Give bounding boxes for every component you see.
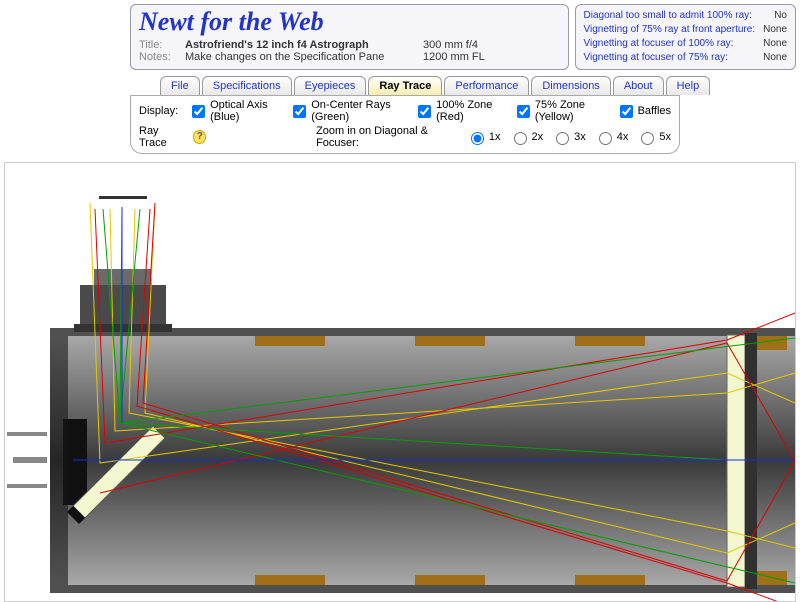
- vignette-panel: Diagonal too small to admit 100% ray:NoV…: [575, 4, 797, 70]
- check-z100[interactable]: 100% Zone (Red): [414, 99, 499, 123]
- zoom-z4[interactable]: 4x: [594, 129, 629, 145]
- radio-z4[interactable]: [599, 132, 612, 145]
- display-label: Display:: [139, 105, 178, 117]
- spec-fl: 1200 mm FL: [423, 51, 485, 63]
- vignette-row: Vignetting at focuser of 75% ray:None: [584, 51, 788, 65]
- help-icon[interactable]: ?: [193, 130, 206, 144]
- tab-bar: FileSpecificationsEyepiecesRay TracePerf…: [0, 76, 800, 95]
- raytrace-canvas: [4, 162, 796, 602]
- check-z75[interactable]: 75% Zone (Yellow): [513, 99, 602, 123]
- tab-ray[interactable]: Ray Trace: [368, 76, 442, 95]
- radio-z5[interactable]: [641, 132, 654, 145]
- tab-eyep[interactable]: Eyepieces: [294, 76, 367, 95]
- vignette-row: Vignetting of 75% ray at front aperture:…: [584, 23, 788, 37]
- raytrace-label: Ray Trace: [139, 125, 183, 149]
- tab-specs[interactable]: Specifications: [202, 76, 292, 95]
- app-title: Newt for the Web: [139, 7, 560, 37]
- zoom-z3[interactable]: 3x: [551, 129, 586, 145]
- vignette-row: Diagonal too small to admit 100% ray:No: [584, 9, 788, 23]
- tab-file[interactable]: File: [160, 76, 200, 95]
- check-oncenter[interactable]: On-Center Rays (Green): [289, 99, 400, 123]
- notes-label: Notes:: [139, 51, 177, 63]
- title-label: Title:: [139, 39, 177, 51]
- checkbox-baffles[interactable]: [620, 105, 633, 118]
- radio-z2[interactable]: [514, 132, 527, 145]
- radio-z1[interactable]: [471, 132, 484, 145]
- checkbox-oncenter[interactable]: [293, 105, 306, 118]
- zoom-z2[interactable]: 2x: [509, 129, 544, 145]
- options-bar: Display: Optical Axis (Blue) On-Center R…: [130, 95, 680, 154]
- check-optaxis[interactable]: Optical Axis (Blue): [188, 99, 275, 123]
- check-baffles[interactable]: Baffles: [616, 99, 671, 123]
- tab-about[interactable]: About: [613, 76, 664, 95]
- checkbox-z100[interactable]: [418, 105, 431, 118]
- checkbox-optaxis[interactable]: [192, 105, 205, 118]
- vignette-row: Vignetting at focuser of 100% ray:None: [584, 37, 788, 51]
- title-value: Astrofriend's 12 inch f4 Astrograph: [185, 39, 415, 51]
- spec-aperture: 300 mm f/4: [423, 39, 478, 51]
- zoom-label: Zoom in on Diagonal & Focuser:: [316, 125, 456, 149]
- radio-z3[interactable]: [556, 132, 569, 145]
- title-panel: Newt for the Web Title: Astrofriend's 12…: [130, 4, 569, 70]
- tab-perf[interactable]: Performance: [444, 76, 529, 95]
- tab-help[interactable]: Help: [666, 76, 711, 95]
- tab-dim[interactable]: Dimensions: [531, 76, 610, 95]
- checkbox-z75[interactable]: [517, 105, 530, 118]
- zoom-z5[interactable]: 5x: [636, 129, 671, 145]
- notes-value: Make changes on the Specification Pane: [185, 51, 415, 63]
- zoom-z1[interactable]: 1x: [466, 129, 501, 145]
